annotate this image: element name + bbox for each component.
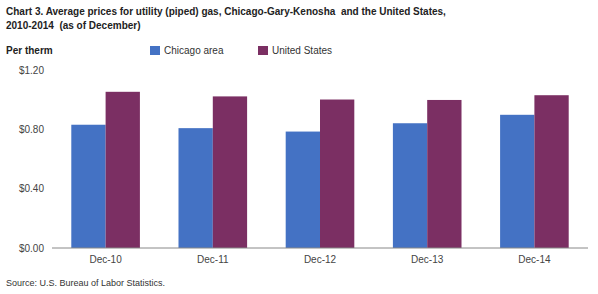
bar	[178, 128, 212, 248]
legend: Chicago area United States	[150, 45, 332, 56]
bar	[213, 96, 247, 248]
bar	[320, 100, 354, 248]
y-tick-label: $1.20	[19, 65, 44, 76]
x-tick-label: Dec-12	[304, 254, 337, 265]
bar	[71, 125, 105, 248]
y-tick-label: $0.00	[19, 243, 44, 254]
bars	[71, 92, 568, 248]
bar	[534, 95, 568, 248]
bar	[500, 115, 534, 248]
bar	[393, 123, 427, 248]
annotation: Source: U.S. Bureau of Labor Statistics.	[6, 278, 165, 288]
x-tick-label: Dec-11	[197, 254, 229, 265]
bar	[286, 132, 320, 248]
bar	[427, 100, 461, 248]
legend-swatch	[150, 46, 160, 55]
bar	[106, 92, 140, 248]
y-axis-label: Per therm	[6, 45, 53, 56]
legend-label: United States	[272, 45, 332, 56]
x-tick-label: Dec-14	[518, 254, 551, 265]
x-tick-label: Dec-13	[411, 254, 444, 265]
title: Chart 3. Average prices for utility (pip…	[6, 6, 446, 17]
x-tick-label: Dec-10	[89, 254, 122, 265]
chart: Chart 3. Average prices for utility (pip…	[0, 0, 598, 294]
y-tick-label: $0.40	[19, 183, 44, 194]
y-tick-label: $0.80	[19, 124, 44, 135]
legend-swatch	[258, 46, 268, 55]
x-axis-line	[52, 248, 588, 249]
subtitle: 2010-2014 (as of December)	[6, 20, 141, 31]
legend-label: Chicago area	[164, 45, 224, 56]
